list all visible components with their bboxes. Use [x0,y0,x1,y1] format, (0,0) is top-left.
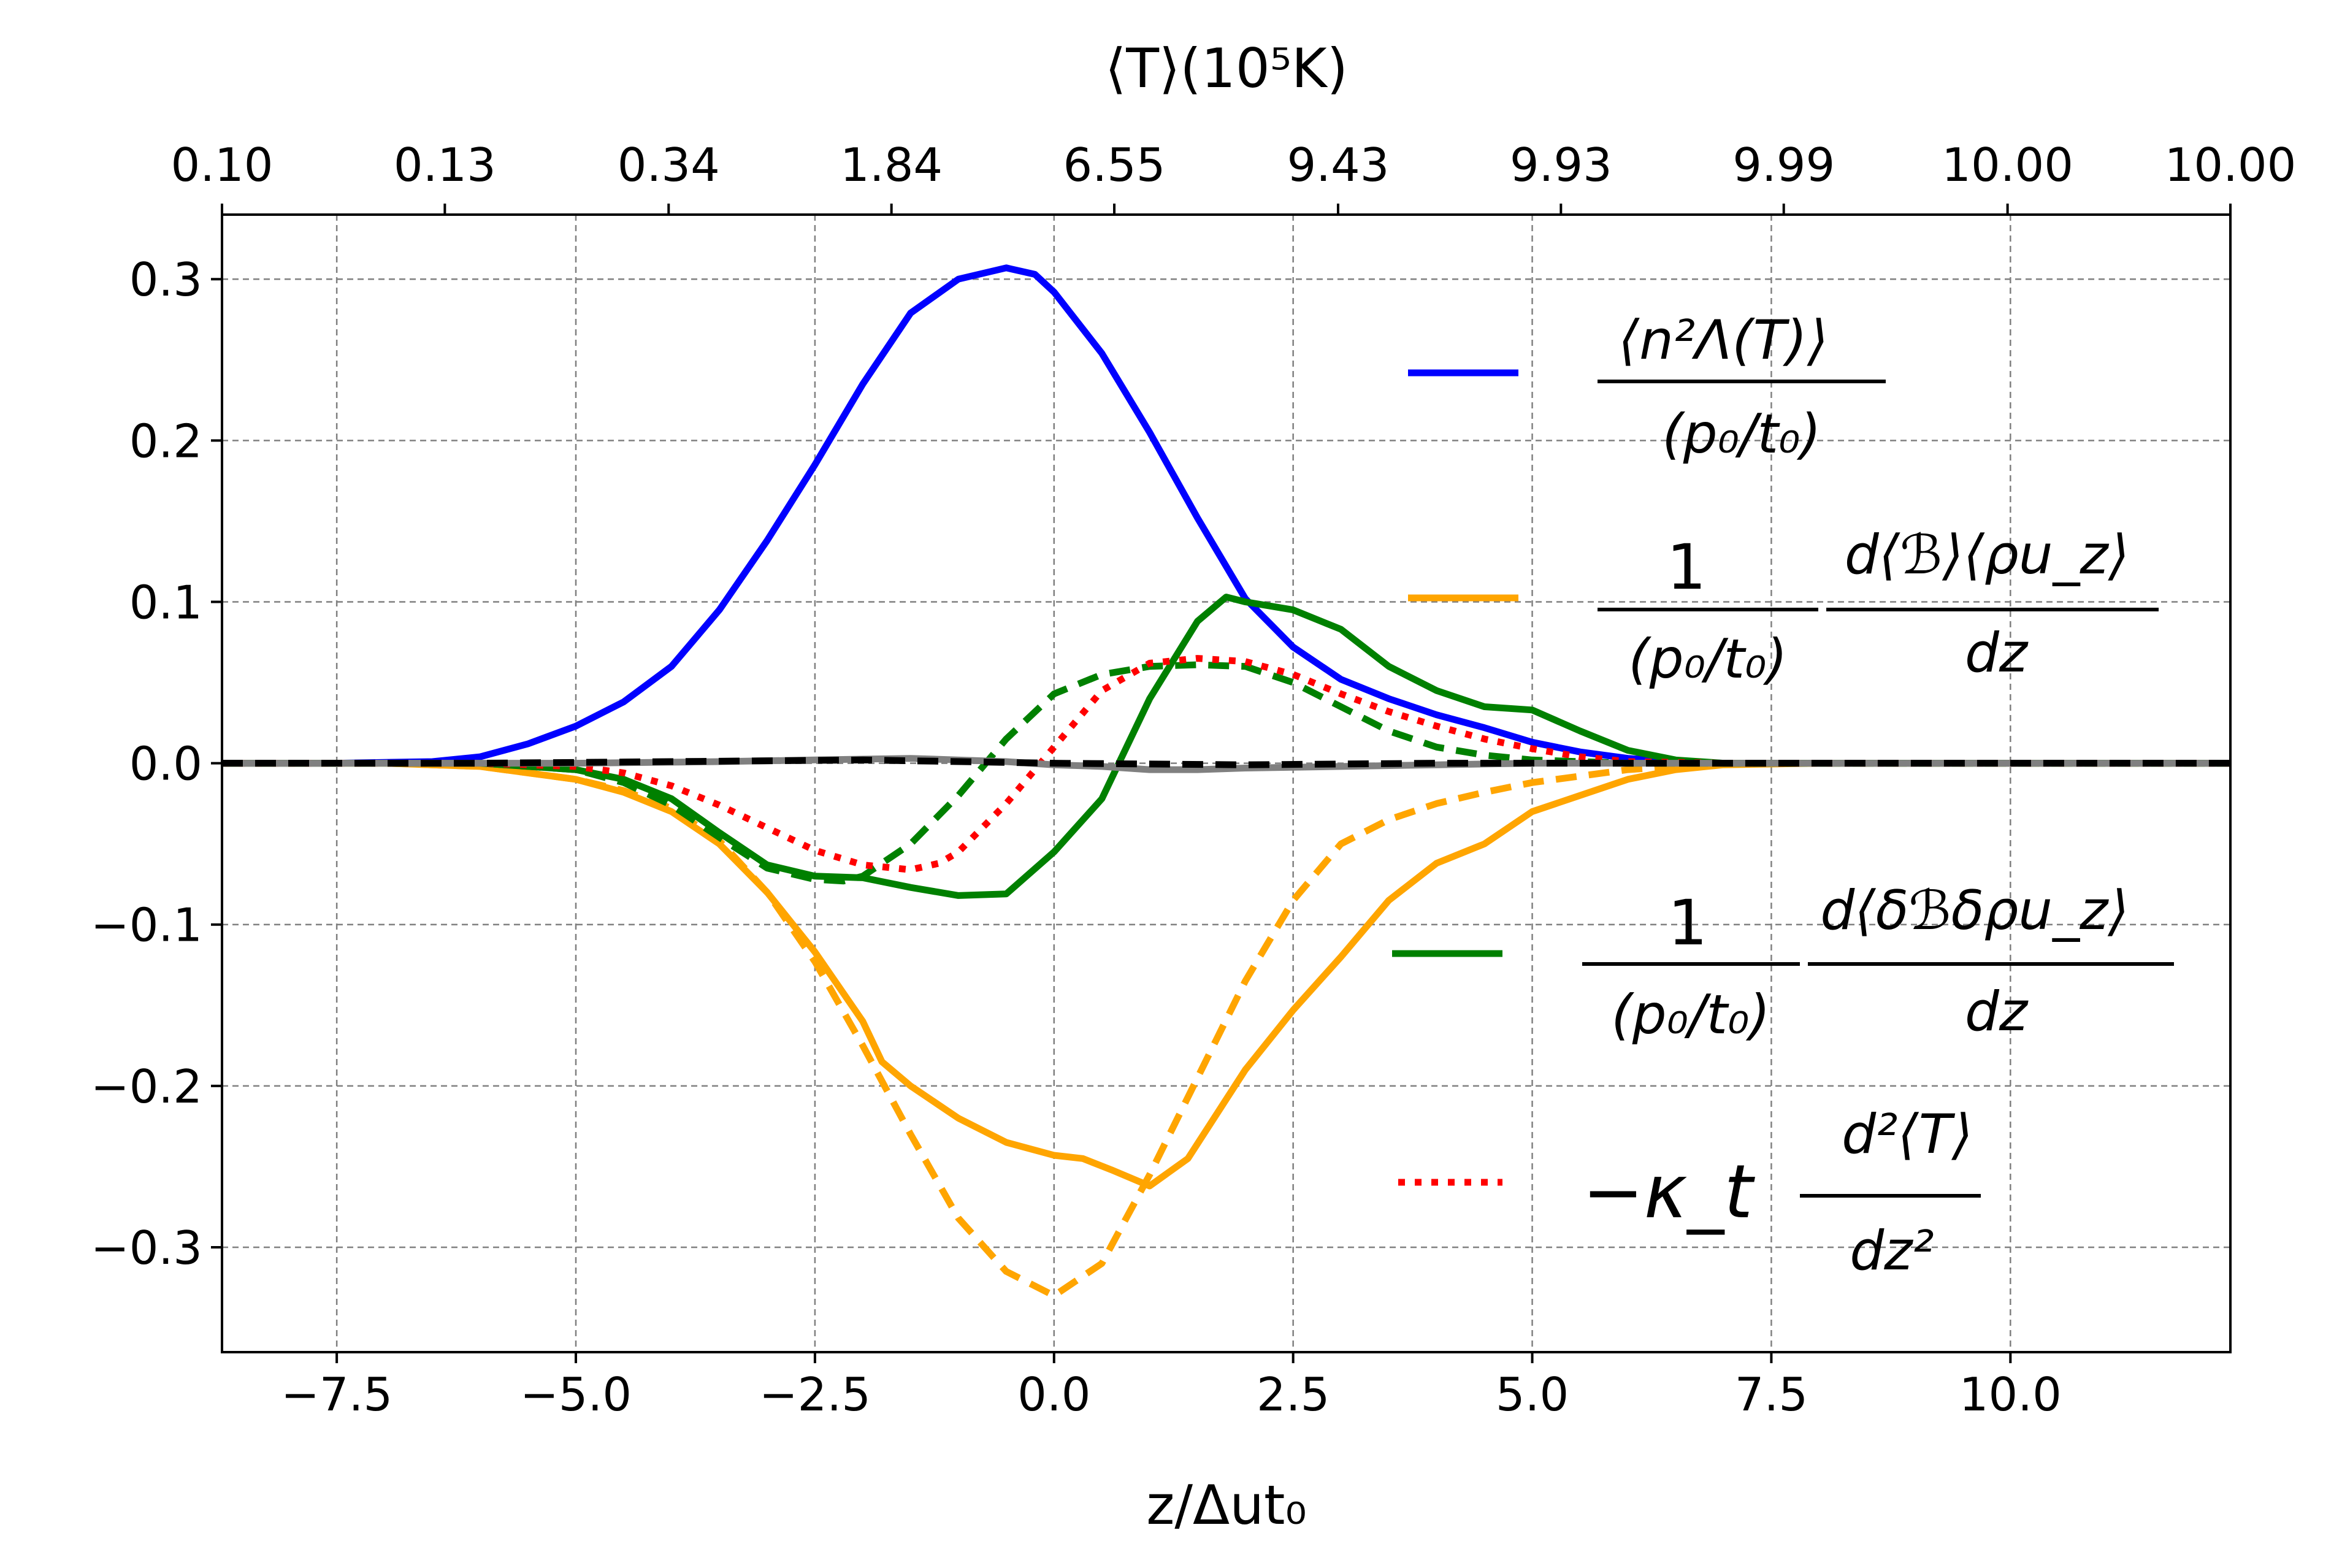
legend-denominator: dz [1965,621,2029,684]
legend: ⟨n²Λ(T)⟩ (p₀/t₀) 1 (p₀/t₀) d⟨ℬ⟩⟨ρu_z⟩ dz… [1392,308,2174,1282]
y-tick-label: 0.0 [129,737,202,791]
x-tick-label: −2.5 [759,1367,871,1421]
legend-coefficient-numerator: 1 [1667,531,1707,604]
series-line-mean-flux-dash [222,760,2230,1299]
x-tick-label: 2.5 [1257,1367,1330,1421]
top-tick-label: 0.13 [394,138,496,192]
top-tick-label: 0.34 [618,138,720,192]
axis-ticks: −7.5 −5.0 −2.5 0.0 2.5 5.0 7.5 10.0−0.3−0.2−0.1… [91,138,2296,1421]
y-tick-label: −0.1 [91,898,202,952]
top-axis-label: ⟨T⟩(10⁵K) [1105,37,1348,100]
legend-prefix: −κ_t [1582,1150,1755,1235]
top-tick-label: 9.99 [1732,138,1835,192]
top-tick-label: 1.84 [840,138,943,192]
x-tick-label: −5.0 [520,1367,632,1421]
y-tick-label: 0.1 [129,575,202,629]
x-tick-label: −7.5 [281,1367,392,1421]
plot-frame [221,213,2232,1353]
legend-numerator: d²⟨T⟩ [1842,1103,1973,1166]
legend-coefficient-numerator: 1 [1668,887,1708,960]
legend-denominator: dz² [1850,1219,1934,1282]
y-tick-label: 0.3 [129,253,202,307]
x-axis-label: z/Δut₀ [1146,1474,1307,1537]
legend-denominator: dz [1965,980,2029,1043]
series-line-radiative [222,264,2230,767]
series-line-radiative-dash [222,756,2230,768]
x-tick-label: 10.0 [1959,1367,2062,1421]
top-tick-label: 10.00 [2165,138,2297,192]
x-tick-label: 7.5 [1735,1367,1808,1421]
legend-coefficient-denominator: (p₀/t₀) [1628,627,1787,690]
top-tick-label: 10.00 [1942,138,2073,192]
top-tick-label: 0.10 [171,138,274,192]
top-tick-label: 9.93 [1510,138,1612,192]
legend-numerator: ⟨n²Λ(T)⟩ [1618,308,1828,372]
legend-numerator: d⟨ℬ⟩⟨ρu_z⟩ [1845,523,2129,586]
legend-coefficient-denominator: (p₀/t₀) [1611,983,1770,1046]
top-tick-label: 9.43 [1287,138,1389,192]
y-tick-label: −0.2 [91,1060,202,1114]
grid [222,215,2230,1352]
x-tick-label: 0.0 [1017,1367,1090,1421]
legend-denominator: (p₀/t₀) [1662,402,1821,465]
top-tick-label: 6.55 [1063,138,1166,192]
series-line-turb-flux-dash [222,661,2230,885]
plot-series [222,264,2230,1299]
legend-numerator: d⟨δℬδρu_z⟩ [1820,879,2129,942]
series-line-turb-flux [222,594,2230,899]
y-tick-label: 0.2 [129,414,202,468]
x-tick-label: 5.0 [1496,1367,1569,1421]
y-tick-label: −0.3 [91,1221,202,1275]
